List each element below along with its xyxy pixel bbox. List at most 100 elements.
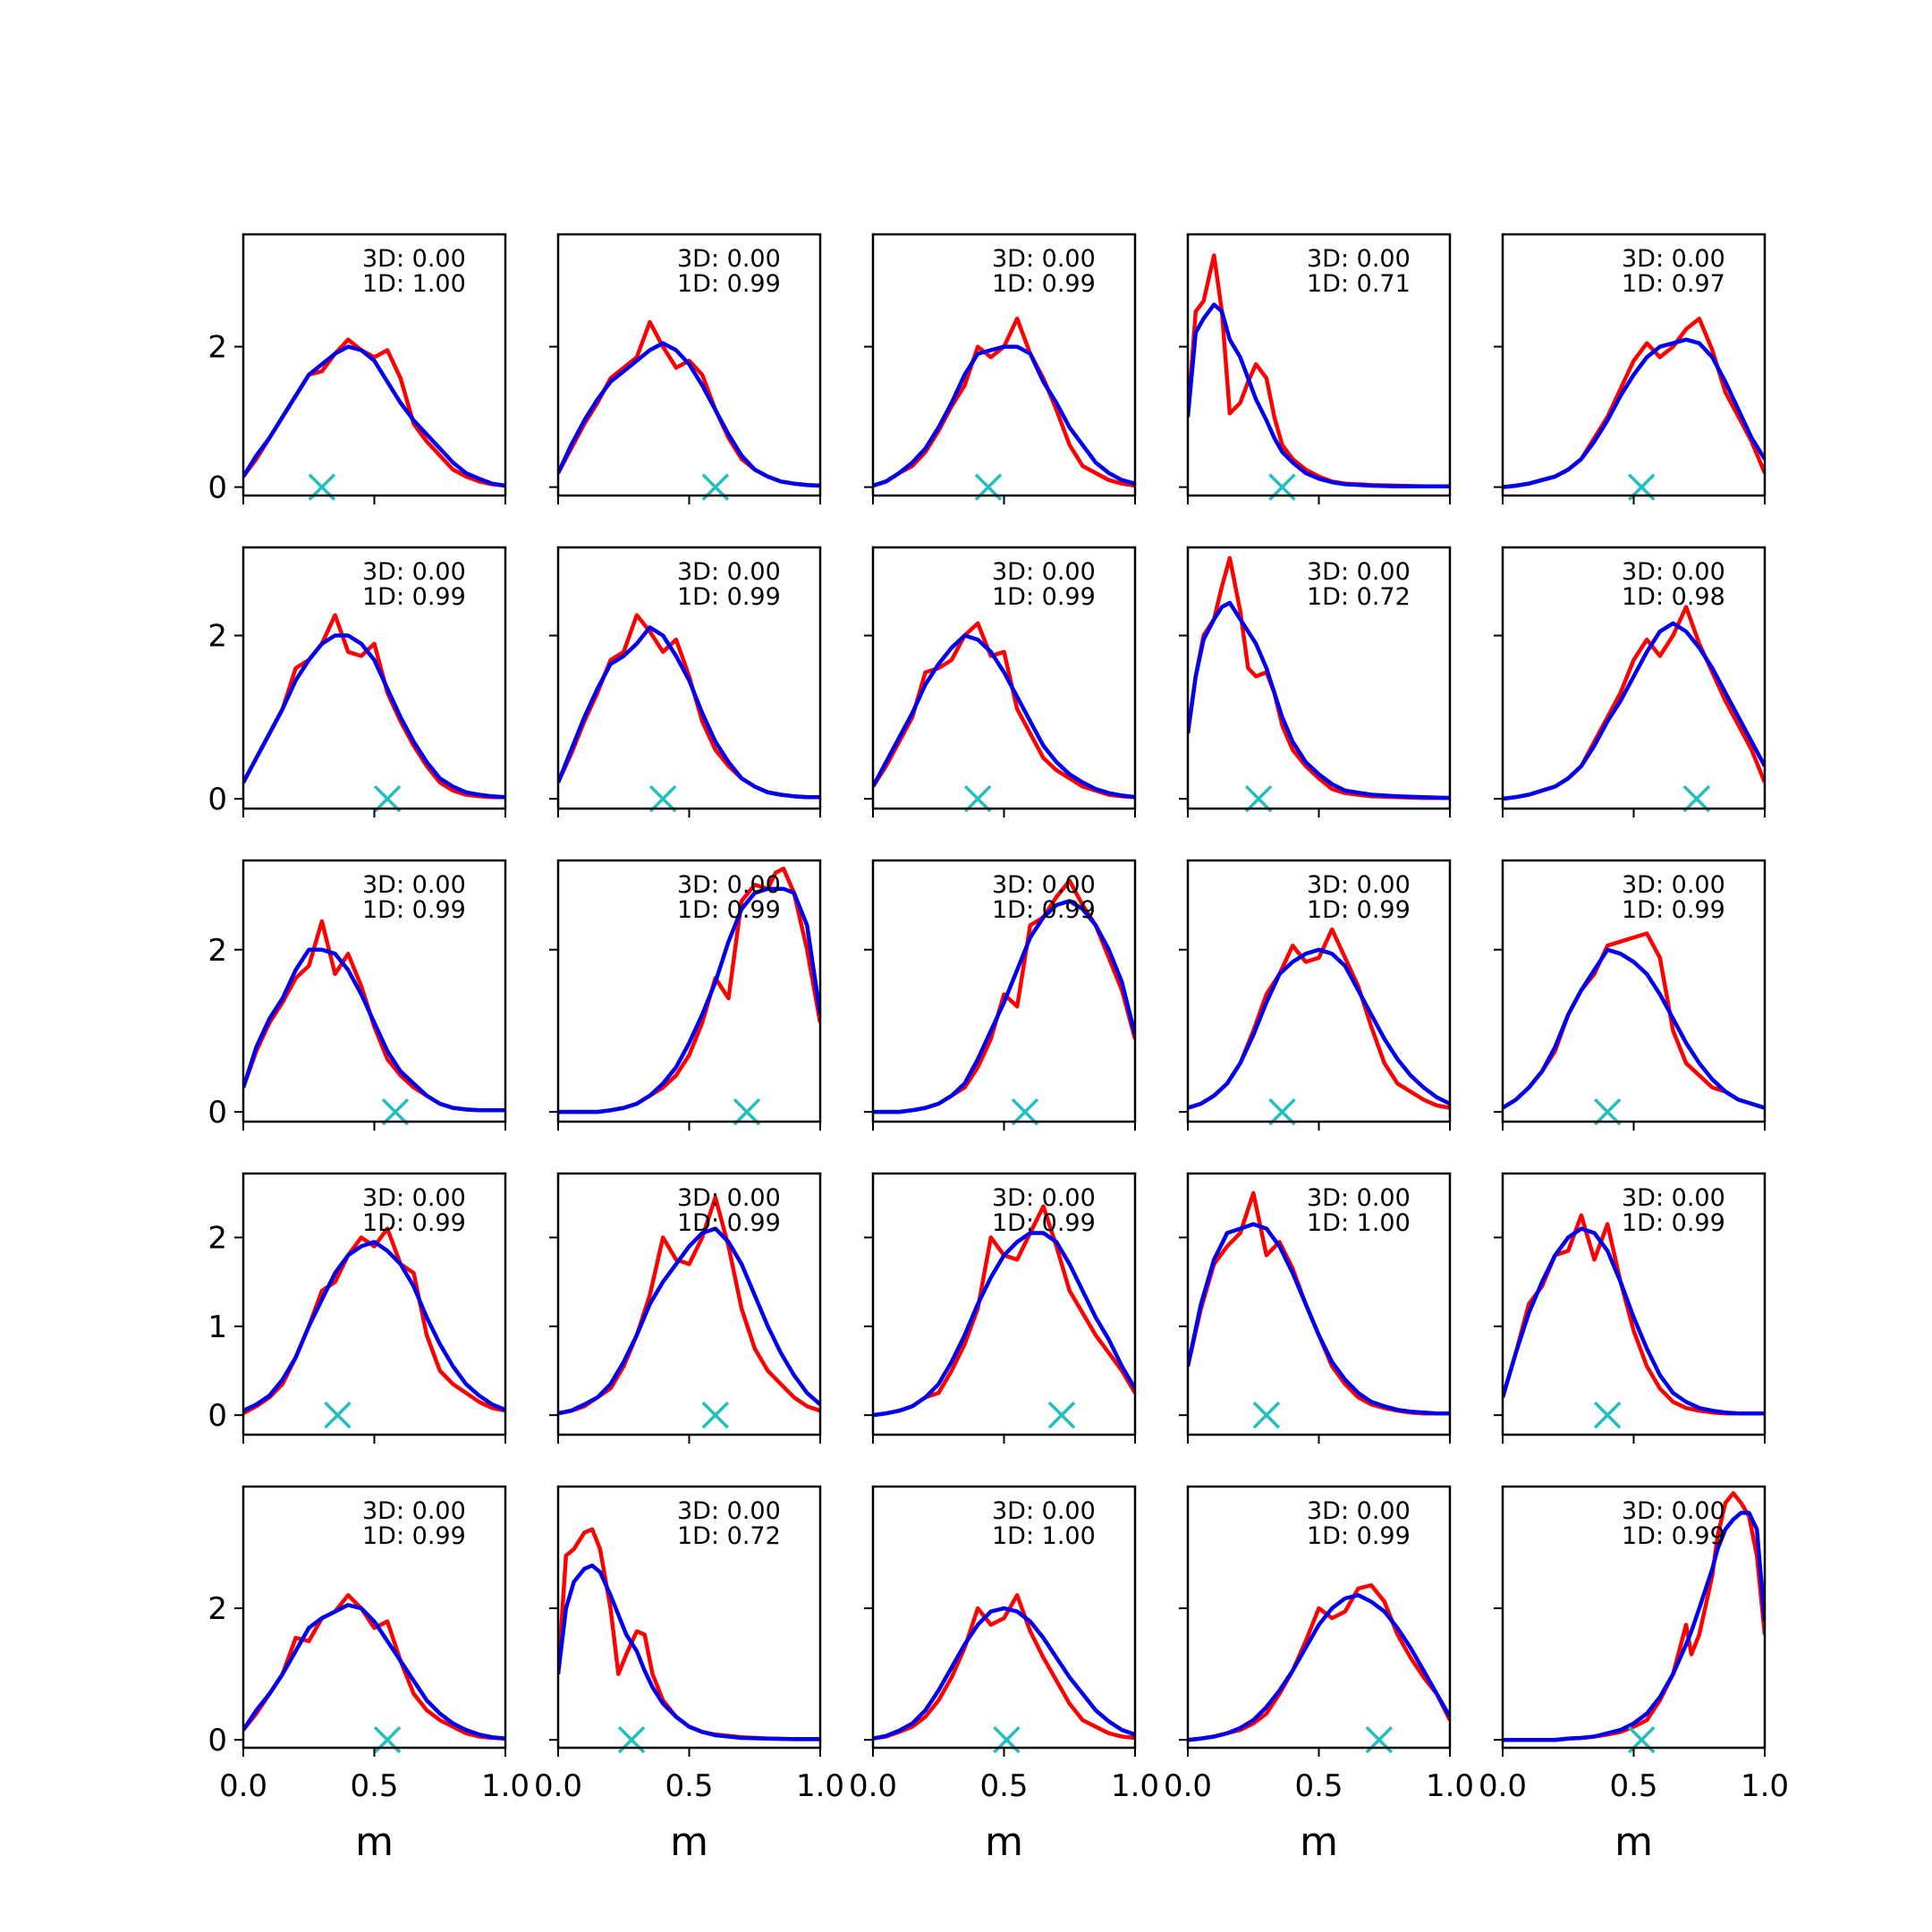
panel-4-2-xtick-label-0: 0.0 xyxy=(849,1768,897,1804)
panel-0-0-ytick-label-0: 0 xyxy=(208,470,227,506)
panel-4-3-label-1d: 1D: 0.99 xyxy=(1307,1522,1411,1550)
panel-4-0-series-3d-line xyxy=(243,1603,505,1741)
panel-1-2-marker xyxy=(963,784,992,813)
panel-4-2-label-1d: 1D: 1.00 xyxy=(992,1522,1096,1550)
panel-2-4-series-3d-line xyxy=(1503,947,1765,1110)
panel-1-1-marker xyxy=(648,784,677,813)
panel-0-2-series-3d-line xyxy=(873,344,1135,488)
panel-2-0-ytick-label-1: 2 xyxy=(208,933,227,969)
panel-3-3-marker-stroke-b xyxy=(1252,1401,1281,1429)
panel-4-4-xlabel: m xyxy=(1614,1819,1653,1865)
panel-4-2-label-3d: 3D: 0.00 xyxy=(992,1497,1096,1525)
panel-2-0-label-3d: 3D: 0.00 xyxy=(362,871,466,899)
panel-1-1-label-3d: 3D: 0.00 xyxy=(677,558,781,586)
panel-4-1-xtick-label-1: 0.5 xyxy=(665,1768,713,1804)
panel-4-3-xtick-label-1: 0.5 xyxy=(1294,1768,1343,1804)
panel-0-2-label-3d: 3D: 0.00 xyxy=(992,245,1096,273)
panel-4-1-xtick-label-0: 0.0 xyxy=(534,1768,582,1804)
panel-3-1-label-1d: 1D: 0.99 xyxy=(677,1209,781,1237)
panel-1-0-label-3d: 3D: 0.00 xyxy=(362,558,466,586)
panel-1-2-marker-stroke-b xyxy=(963,784,992,813)
panel-1-0-label-1d: 1D: 0.99 xyxy=(362,583,466,611)
panel-0-3-label-1d: 1D: 0.71 xyxy=(1307,270,1411,298)
panel-2-0-marker-stroke-b xyxy=(381,1097,410,1126)
panel-4-4-label-3d: 3D: 0.00 xyxy=(1622,1497,1725,1525)
panel-0-0-series-3d-line xyxy=(243,344,505,488)
panel-0-0-ytick-label-1: 2 xyxy=(208,330,227,366)
panel-4-3-xlabel: m xyxy=(1300,1819,1338,1865)
panel-3-4-marker xyxy=(1593,1401,1622,1429)
panel-4-0-xlabel: m xyxy=(355,1819,394,1865)
panel-2-4-label-1d: 1D: 0.99 xyxy=(1622,896,1725,924)
panel-1-1-marker-stroke-b xyxy=(648,784,677,813)
panel-4-4-xtick-label-2: 1.0 xyxy=(1741,1768,1789,1804)
panel-1-3-marker xyxy=(1244,784,1273,813)
panel-4-0-xtick-label-1: 0.5 xyxy=(350,1768,398,1804)
panel-2-3-series-3d-line xyxy=(1188,947,1450,1110)
panel-3-4-label-3d: 3D: 0.00 xyxy=(1622,1184,1725,1212)
panel-3-2-marker-stroke-b xyxy=(1047,1401,1076,1429)
panel-3-4-marker-stroke-b xyxy=(1593,1401,1622,1429)
panel-4-3-series-3d-line xyxy=(1188,1593,1450,1742)
panel-4-4-label-1d: 1D: 0.99 xyxy=(1622,1522,1725,1550)
panel-0-1-label-1d: 1D: 0.99 xyxy=(677,270,781,298)
panel-1-4-marker xyxy=(1682,784,1711,813)
panel-1-4-label-3d: 3D: 0.00 xyxy=(1622,558,1725,586)
panel-1-1-label-1d: 1D: 0.99 xyxy=(677,583,781,611)
panel-2-4-marker xyxy=(1593,1097,1622,1126)
panel-3-0-ytick-label-0: 0 xyxy=(208,1398,227,1434)
panel-4-0-series-1d-line xyxy=(243,1593,505,1741)
panel-0-0-label-1d: 1D: 1.00 xyxy=(362,270,466,298)
panel-1-0-series-3d-line xyxy=(243,633,505,800)
panel-3-0-marker-stroke-b xyxy=(324,1401,352,1429)
panel-2-0-series-3d-line xyxy=(243,947,505,1113)
panel-0-3-series-3d-line xyxy=(1188,302,1450,489)
panel-3-2-label-3d: 3D: 0.00 xyxy=(992,1184,1096,1212)
panel-0-2-label-1d: 1D: 0.99 xyxy=(992,270,1096,298)
panel-3-0-marker xyxy=(324,1401,352,1429)
panel-1-3-label-3d: 3D: 0.00 xyxy=(1307,558,1411,586)
panel-3-2-marker xyxy=(1047,1401,1076,1429)
panel-1-4-label-1d: 1D: 0.98 xyxy=(1622,583,1725,611)
panel-3-1-marker xyxy=(701,1401,730,1429)
panel-1-4-marker-stroke-b xyxy=(1682,784,1711,813)
panel-1-0-ytick-label-1: 2 xyxy=(208,619,227,655)
panel-4-3-xtick-label-2: 1.0 xyxy=(1426,1768,1474,1804)
panel-2-4-marker-stroke-b xyxy=(1593,1097,1622,1126)
panel-3-1-label-3d: 3D: 0.00 xyxy=(677,1184,781,1212)
panel-4-2-xtick-label-1: 0.5 xyxy=(979,1768,1028,1804)
panel-4-3-xtick-label-0: 0.0 xyxy=(1164,1768,1212,1804)
panel-1-2-label-1d: 1D: 0.99 xyxy=(992,583,1096,611)
panel-4-0-ytick-label-1: 2 xyxy=(208,1591,227,1627)
panel-4-1-xtick-label-2: 1.0 xyxy=(796,1768,844,1804)
panel-1-0-marker xyxy=(373,784,402,813)
panel-4-2-series-3d-line xyxy=(873,1606,1135,1741)
panel-1-2-series-3d-line xyxy=(873,633,1135,800)
panel-3-3-marker xyxy=(1252,1401,1281,1429)
panel-0-0-label-3d: 3D: 0.00 xyxy=(362,245,466,273)
panel-3-0-ytick-label-2: 2 xyxy=(208,1221,227,1257)
panel-2-3-label-3d: 3D: 0.00 xyxy=(1307,871,1411,899)
panel-4-0-ytick-label-0: 0 xyxy=(208,1723,227,1758)
